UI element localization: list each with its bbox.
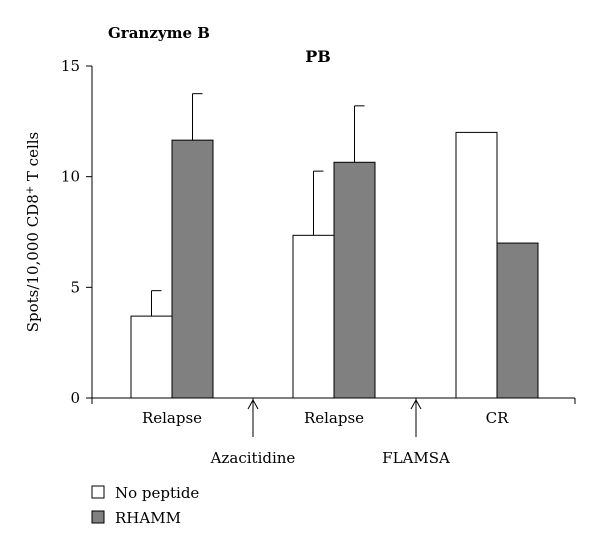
legend: No peptide RHAMM <box>91 484 199 527</box>
bar <box>333 161 376 399</box>
bar <box>496 242 539 399</box>
y-axis-label-main: Spots/10,000 CD8 <box>24 194 42 332</box>
bar <box>130 315 173 399</box>
y-ticks: 0 5 10 15 <box>61 57 92 407</box>
annotation-label: FLAMSA <box>382 449 450 467</box>
panel-label: Granzyme B <box>108 24 210 42</box>
bar <box>455 131 498 399</box>
chart-title: PB <box>305 47 331 66</box>
legend-swatch <box>91 510 105 524</box>
legend-label: RHAMM <box>115 509 181 527</box>
bar <box>292 234 335 399</box>
y-tick-label: 5 <box>70 278 80 296</box>
annotation-label: Azacitidine <box>210 449 296 467</box>
legend-swatch <box>91 485 105 499</box>
annotation-arrowhead <box>410 398 422 410</box>
y-axis-label-suffix: T cells <box>24 132 42 186</box>
bar <box>171 139 214 399</box>
y-tick-label: 10 <box>61 168 80 186</box>
y-axis-label: Spots/10,000 CD8+ T cells <box>24 132 42 333</box>
annotations: Azacitidine FLAMSA <box>210 398 450 467</box>
bars <box>130 131 539 399</box>
y-tick-label: 15 <box>61 57 80 75</box>
x-category-label: CR <box>486 409 509 427</box>
error-bars <box>151 93 365 317</box>
x-category-label: Relapse <box>304 409 364 427</box>
x-ticks <box>91 398 576 404</box>
y-tick-label: 0 <box>70 389 80 407</box>
legend-label: No peptide <box>115 484 199 502</box>
x-category-label: Relapse <box>142 409 202 427</box>
x-labels: Relapse Relapse CR <box>142 409 509 427</box>
annotation-arrowhead <box>247 398 259 410</box>
y-axis-label-superscript: + <box>25 186 36 194</box>
